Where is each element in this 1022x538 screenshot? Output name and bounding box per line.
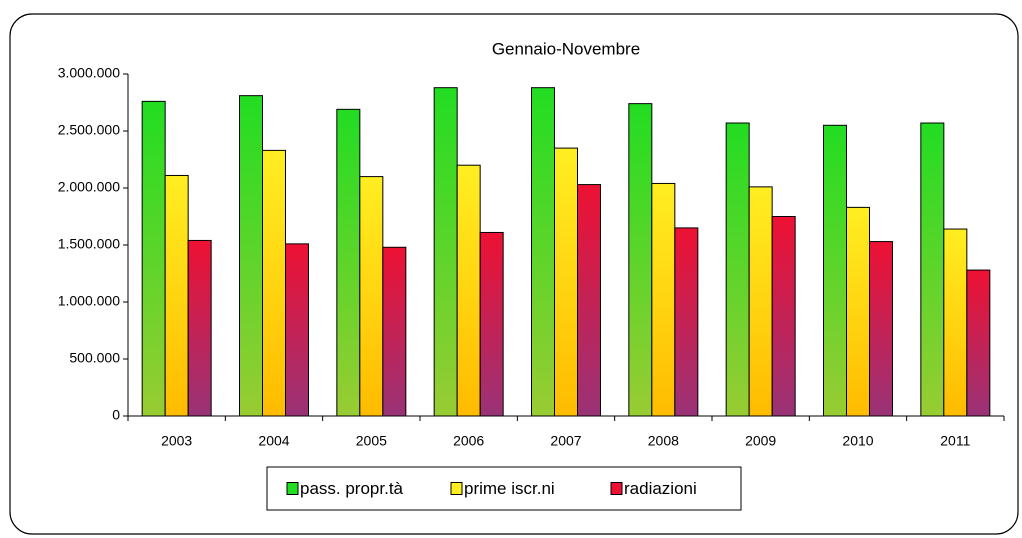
x-tick-label: 2007	[550, 433, 581, 449]
legend-swatch	[610, 482, 623, 495]
bar	[920, 122, 945, 417]
y-tick-label: 1.500.000	[58, 236, 120, 252]
bar	[869, 241, 893, 417]
bar	[846, 206, 870, 417]
bar	[262, 149, 286, 417]
bar	[479, 231, 504, 417]
legend-label: pass. propr.tà	[300, 479, 404, 498]
legend-box	[266, 466, 742, 511]
bar	[966, 269, 991, 417]
bar	[141, 100, 166, 417]
x-tick-label: 2011	[940, 433, 970, 449]
bar	[531, 87, 555, 417]
bar	[359, 176, 384, 417]
legend-label: radiazioni	[624, 479, 697, 498]
bar	[285, 243, 309, 417]
bar	[456, 164, 481, 417]
x-tick-label: 2009	[745, 433, 776, 449]
bar	[651, 182, 676, 417]
bar	[239, 95, 263, 417]
bar	[187, 239, 212, 417]
bar	[433, 87, 458, 417]
chart-title: Gennaio-Novembre	[492, 39, 640, 58]
legend-swatch	[450, 482, 463, 495]
bar	[823, 124, 847, 417]
legend-swatch	[286, 482, 299, 495]
bar	[943, 228, 968, 417]
bar	[674, 227, 699, 417]
bar	[336, 108, 361, 417]
bar	[628, 103, 653, 417]
bar	[164, 174, 189, 417]
bar	[748, 186, 773, 417]
y-tick-label: 2.000.000	[58, 179, 120, 195]
x-tick-label: 2008	[648, 433, 679, 449]
x-tick-label: 2003	[161, 433, 192, 449]
x-tick-label: 2004	[258, 433, 289, 449]
y-tick-label: 3.000.000	[58, 65, 120, 81]
x-tick-label: 2006	[453, 433, 484, 449]
bar	[382, 246, 407, 417]
bar	[771, 216, 796, 417]
y-tick-label: 500.000	[69, 350, 120, 366]
bar	[554, 147, 578, 417]
legend-label: prime iscr.ni	[464, 479, 555, 498]
y-tick-label: 0	[112, 407, 120, 423]
y-tick-label: 2.500.000	[58, 122, 120, 138]
bar	[725, 122, 750, 417]
x-tick-label: 2010	[842, 433, 873, 449]
y-tick-label: 1.000.000	[58, 293, 120, 309]
x-tick-label: 2005	[356, 433, 387, 449]
bar	[577, 184, 601, 417]
